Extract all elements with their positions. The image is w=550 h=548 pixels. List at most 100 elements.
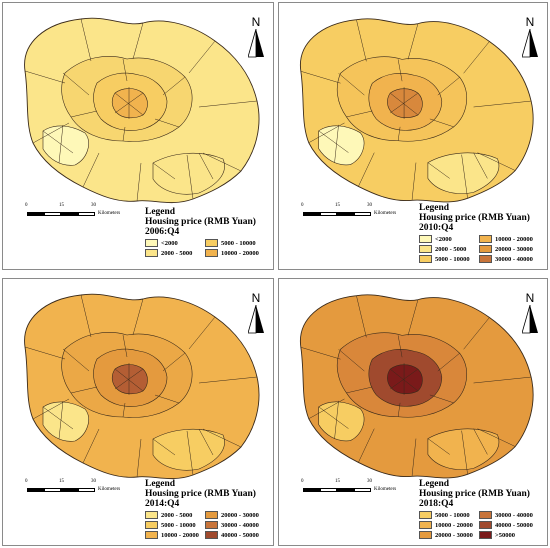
scale-segment	[78, 212, 95, 216]
district-boundary	[397, 59, 403, 82]
legend: Legend Housing price (RMB Yuan) 2018:Q4 500…	[419, 479, 535, 539]
legend-label: 20000 - 30000	[435, 531, 473, 539]
scale-tick-label: 0	[301, 203, 304, 208]
district-south-east	[427, 152, 500, 194]
district-map	[300, 294, 534, 479]
district-boundary	[202, 428, 242, 448]
legend-title: Legend	[419, 479, 450, 489]
legend-label: <2000	[161, 239, 178, 247]
legend-subtitle: Housing price (RMB Yuan)	[419, 213, 530, 223]
district-west	[42, 401, 89, 442]
legend-swatch	[479, 255, 492, 263]
district-boundary	[346, 386, 373, 394]
north-arrow-icon: N	[519, 15, 541, 59]
legend-item: <2000	[419, 235, 475, 243]
district-south-east	[427, 428, 500, 470]
district-boundary	[318, 406, 349, 429]
legend-label: 10000 - 20000	[221, 249, 259, 257]
district-core	[111, 88, 148, 119]
scale-bar: 0 15 30 Kilometers	[301, 203, 411, 225]
district-boundary	[198, 100, 258, 108]
map-panel-2018: N 0 15 30 Kilometers Legend Housing price (RMB…	[278, 278, 548, 546]
scale-tick-label: 15	[59, 203, 64, 208]
district-boundary	[411, 162, 417, 201]
legend-label: >50000	[495, 531, 515, 539]
legend-label: 20000 - 30000	[495, 245, 533, 253]
scale-segment	[61, 488, 78, 492]
district-boundary	[407, 23, 419, 60]
legend-label: 5000 - 10000	[221, 239, 256, 247]
legend-swatch	[145, 239, 158, 247]
district-core	[387, 88, 423, 118]
legend-swatch	[479, 245, 492, 253]
scale-segment	[61, 212, 78, 216]
scale-tick-label: 30	[367, 479, 372, 484]
district-boundary	[411, 438, 417, 477]
district-boundary	[82, 428, 100, 464]
district-boundary	[122, 126, 126, 142]
legend-item: 10000 - 20000	[145, 531, 201, 539]
legend-label: 5000 - 10000	[161, 521, 196, 529]
district-boundary	[82, 152, 100, 188]
district-boundary	[334, 400, 339, 439]
district-boundary	[152, 162, 176, 180]
district-boundary	[358, 428, 375, 463]
district-boundary	[62, 72, 90, 96]
district-boundary	[136, 162, 142, 202]
district-boundary	[461, 430, 468, 475]
legend-swatch	[419, 235, 432, 243]
district-boundary	[300, 71, 341, 84]
legend-title: Legend	[145, 207, 176, 217]
district-boundary	[70, 386, 98, 394]
legend-item: 20000 - 30000	[479, 245, 535, 253]
legend-swatch	[479, 235, 492, 243]
district-boundary	[461, 154, 468, 199]
district-boundary	[473, 428, 488, 455]
map-panel-2006: N 0 15 30 Kilometers Legend Housing price (RMB…	[2, 2, 274, 270]
legend-item: 20000 - 30000	[205, 511, 261, 519]
north-label: N	[525, 15, 535, 29]
scale-tick-label: 0	[301, 479, 304, 484]
scale-segment	[78, 488, 95, 492]
map-panel-2014: N 0 15 30 Kilometers Legend Housing price (RMB…	[2, 278, 274, 546]
legend-period: 2010:Q4	[419, 223, 454, 233]
district-boundary	[42, 406, 74, 430]
legend-item: 5000 - 10000	[419, 511, 475, 519]
legend-swatch	[419, 521, 432, 529]
district-boundary	[122, 334, 128, 358]
legend-swatch	[479, 521, 492, 529]
district-boundary	[154, 394, 180, 404]
legend: Legend Housing price (RMB Yuan) 2010:Q4 <20…	[419, 203, 535, 263]
north-label: N	[251, 15, 261, 29]
scale-tick-label: 30	[367, 203, 372, 208]
district-boundary	[338, 349, 365, 372]
legend-title: Legend	[419, 203, 450, 213]
north-arrow-icon: N	[245, 291, 267, 335]
legend-item: 2000 - 5000	[145, 511, 201, 519]
scale-segment	[354, 212, 371, 216]
scale-segment	[303, 212, 320, 216]
legend-swatch	[145, 249, 158, 257]
legend-item: >50000	[479, 531, 535, 539]
scale-bar: 0 15 30 Kilometers	[25, 479, 135, 501]
district-south-east	[152, 152, 225, 195]
district-boundary	[397, 126, 401, 141]
legend-swatch	[419, 531, 432, 539]
district-boundary	[407, 299, 419, 336]
scale-tick-label: 15	[335, 479, 340, 484]
legend-item: 5000 - 10000	[205, 239, 261, 247]
legend-label: <2000	[435, 235, 452, 243]
legend-label: 30000 - 40000	[221, 521, 259, 529]
district-map	[300, 18, 534, 203]
legend-subtitle: Housing price (RMB Yuan)	[419, 489, 530, 499]
district-boundary	[188, 40, 216, 74]
legend-label: 5000 - 10000	[435, 255, 470, 263]
legend-swatch	[205, 511, 218, 519]
district-boundary	[186, 154, 194, 200]
district-boundary	[80, 294, 92, 338]
district-boundary	[132, 22, 144, 60]
legend-label: 30000 - 40000	[495, 255, 533, 263]
district-boundary	[463, 41, 490, 74]
district-boundary	[397, 402, 401, 417]
legend-period: 2006:Q4	[145, 227, 180, 237]
